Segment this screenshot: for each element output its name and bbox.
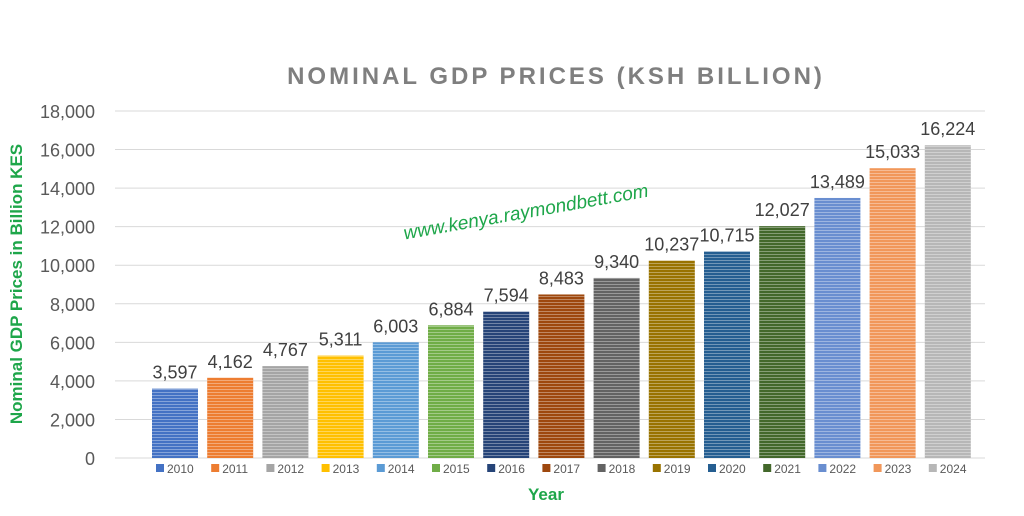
legend-label: 2011 <box>222 462 248 476</box>
legend-label: 2018 <box>609 462 636 476</box>
bar-texture <box>704 251 750 458</box>
legend-swatch <box>156 464 164 472</box>
bar-texture <box>483 311 530 458</box>
legend: 2010 2011 2012 2013 2014 2015 2016 2017 2018 2019… <box>156 462 967 476</box>
bar-texture <box>759 226 806 458</box>
bars <box>152 145 971 459</box>
data-label: 3,597 <box>152 363 197 383</box>
legend-label: 2013 <box>333 462 360 476</box>
y-tick-label: 10,000 <box>40 256 95 276</box>
data-label: 4,162 <box>208 352 253 372</box>
legend-label: 2015 <box>443 462 470 476</box>
bar-texture <box>924 145 971 458</box>
y-tick-label: 4,000 <box>50 372 95 392</box>
legend-label: 2010 <box>167 462 194 476</box>
legend-label: 2012 <box>277 462 304 476</box>
bar-texture <box>207 377 254 458</box>
bar-texture <box>648 260 695 458</box>
bar-texture <box>538 294 585 458</box>
bar-texture <box>372 342 419 458</box>
legend-swatch <box>818 464 827 472</box>
legend-swatch <box>652 464 661 472</box>
legend-swatch <box>597 464 606 472</box>
bar-texture <box>593 277 640 458</box>
y-tick-label: 12,000 <box>40 218 95 238</box>
data-labels: 3,597 4,162 4,767 5,311 6,003 6,884 7,594 8,483… <box>152 119 975 382</box>
y-tick-label: 6,000 <box>50 333 95 353</box>
bar-texture <box>428 325 474 458</box>
bar-texture <box>317 355 364 458</box>
x-axis-label: Year <box>528 485 564 504</box>
bar-texture <box>262 366 309 458</box>
legend-swatch <box>873 464 882 472</box>
watermark: www.kenya.raymondbett.com <box>402 181 650 245</box>
data-label: 5,311 <box>319 330 363 350</box>
legend-swatch <box>211 464 220 472</box>
legend-swatch <box>321 464 330 472</box>
data-label: 12,027 <box>755 200 810 220</box>
legend-swatch <box>376 464 385 472</box>
y-tick-label: 0 <box>85 449 95 469</box>
legend-swatch <box>432 464 440 472</box>
legend-label: 2020 <box>719 462 746 476</box>
y-tick-label: 16,000 <box>40 141 95 161</box>
legend-label: 2023 <box>885 462 912 476</box>
y-tick-label: 14,000 <box>40 179 95 199</box>
data-label: 8,483 <box>539 268 584 288</box>
data-label: 16,224 <box>920 119 975 139</box>
data-label: 6,884 <box>428 299 473 319</box>
legend-swatch <box>487 464 496 472</box>
legend-label: 2014 <box>388 462 415 476</box>
legend-label: 2019 <box>664 462 691 476</box>
legend-label: 2017 <box>553 462 580 476</box>
data-label: 4,767 <box>263 340 308 360</box>
legend-label: 2022 <box>829 462 856 476</box>
data-label: 13,489 <box>810 172 865 192</box>
y-tick-label: 18,000 <box>40 102 95 122</box>
bar-texture <box>814 197 861 459</box>
data-label: 6,003 <box>373 316 418 336</box>
data-label: 10,237 <box>644 235 699 255</box>
y-axis-ticks: 0 2,000 4,000 6,000 8,000 10,000 12,000 14,000 1… <box>40 102 95 469</box>
data-label: 7,594 <box>484 286 529 306</box>
legend-swatch <box>928 464 937 472</box>
legend-swatch <box>763 464 772 472</box>
y-tick-label: 2,000 <box>50 410 95 430</box>
legend-label: 2024 <box>940 462 967 476</box>
legend-swatch <box>542 464 551 472</box>
legend-label: 2016 <box>498 462 525 476</box>
y-tick-label: 8,000 <box>50 295 95 315</box>
data-label: 10,715 <box>699 225 754 245</box>
legend-swatch <box>708 464 716 472</box>
y-axis-label: Nominal GDP Prices in Billion KES <box>7 144 26 424</box>
data-label: 15,033 <box>865 142 920 162</box>
data-label: 9,340 <box>594 252 639 272</box>
legend-label: 2021 <box>774 462 801 476</box>
legend-swatch <box>266 464 275 472</box>
chart-title: NOMINAL GDP PRICES (KSH BILLION) <box>287 63 825 90</box>
bar-texture <box>869 168 916 458</box>
bar-texture <box>152 388 198 458</box>
